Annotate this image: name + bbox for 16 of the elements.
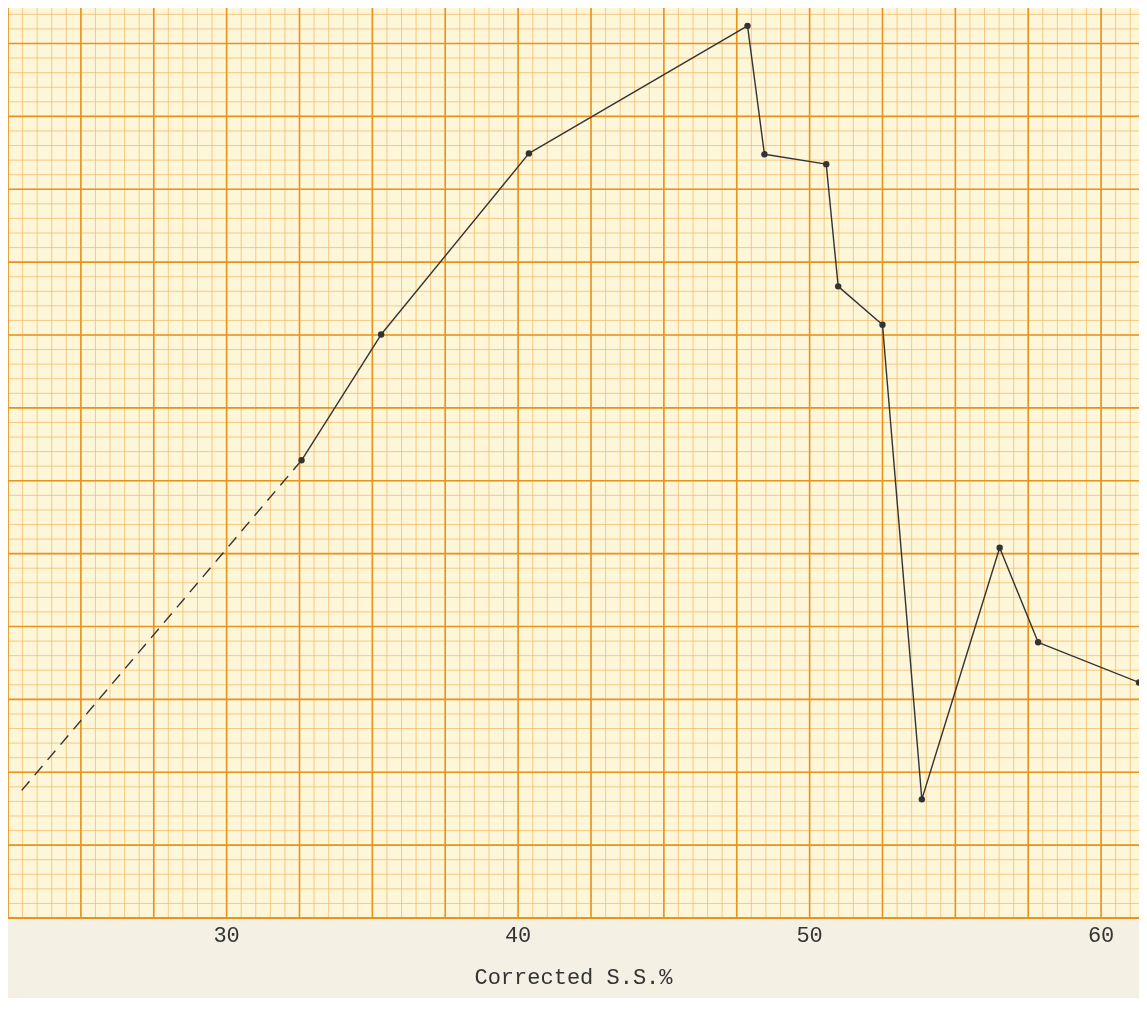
x-tick-label: 50: [796, 923, 823, 949]
point: [879, 321, 886, 328]
point: [525, 150, 533, 157]
point: [761, 151, 768, 158]
point: [1034, 639, 1042, 646]
x-axis-title: Corrected S.S.%: [474, 966, 674, 991]
point: [918, 796, 926, 803]
point: [377, 331, 385, 338]
point: [834, 283, 842, 290]
x-tick-label: 40: [504, 923, 532, 949]
point: [823, 160, 830, 168]
x-tick-label: 60: [1087, 923, 1115, 949]
point: [996, 544, 1003, 551]
point: [298, 457, 305, 464]
point: [744, 22, 751, 30]
x-tick-label: 30: [213, 923, 240, 949]
